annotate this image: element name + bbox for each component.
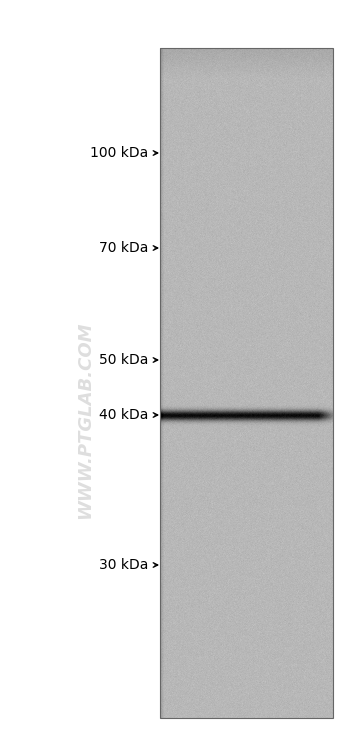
- Bar: [160, 48, 333, 718]
- Text: 50 kDa: 50 kDa: [99, 353, 148, 367]
- Text: 100 kDa: 100 kDa: [90, 146, 148, 160]
- Text: 30 kDa: 30 kDa: [99, 558, 148, 572]
- Text: WWW.PTGLAB.COM: WWW.PTGLAB.COM: [76, 321, 94, 519]
- Text: 40 kDa: 40 kDa: [99, 408, 148, 422]
- Text: 70 kDa: 70 kDa: [99, 241, 148, 255]
